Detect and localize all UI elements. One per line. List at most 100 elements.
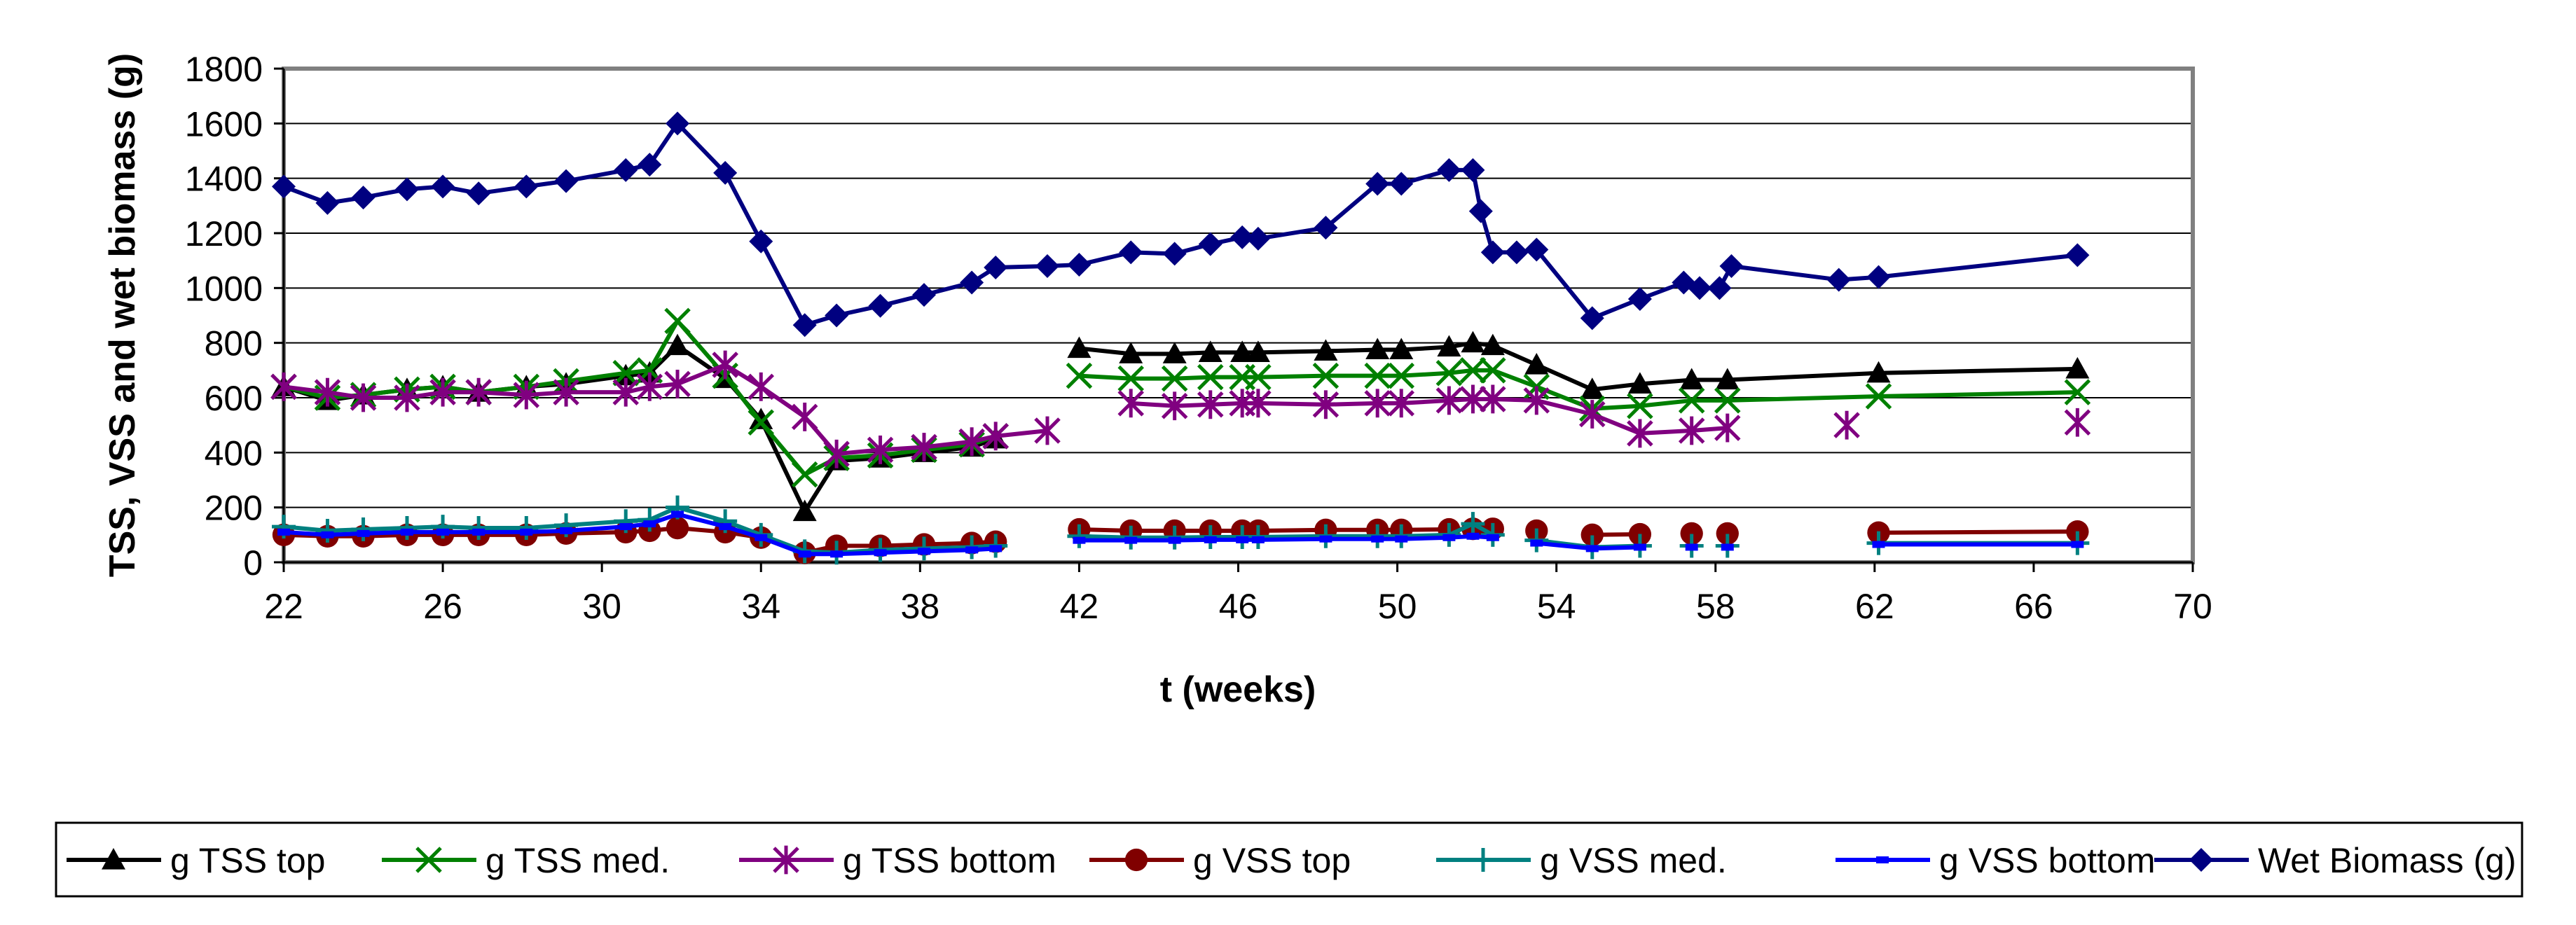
data-point bbox=[1067, 253, 1091, 277]
data-point bbox=[1627, 392, 1653, 419]
data-point bbox=[554, 169, 579, 193]
data-point bbox=[874, 549, 887, 557]
data-point bbox=[315, 518, 340, 543]
data-point bbox=[1459, 384, 1487, 414]
data-point bbox=[553, 377, 579, 407]
data-point bbox=[1245, 363, 1272, 391]
data-point bbox=[1067, 524, 1091, 548]
data-point bbox=[1480, 357, 1506, 384]
data-point bbox=[1388, 389, 1415, 418]
data-point bbox=[1437, 335, 1461, 357]
legend-label: g VSS top bbox=[1193, 841, 1351, 880]
data-point bbox=[1707, 276, 1732, 300]
legend-marker bbox=[1124, 848, 1148, 872]
data-point bbox=[1715, 368, 1740, 390]
legend-label: g TSS top bbox=[170, 841, 325, 880]
legend-label: g TSS bottom bbox=[843, 841, 1056, 880]
data-point bbox=[1435, 359, 1463, 387]
data-point bbox=[1246, 226, 1270, 251]
data-point bbox=[1389, 338, 1414, 360]
data-point bbox=[1524, 237, 1549, 262]
data-point bbox=[1162, 342, 1187, 363]
y-tick-label: 1400 bbox=[185, 160, 263, 199]
data-point bbox=[1633, 543, 1646, 551]
data-point bbox=[1230, 225, 1255, 249]
legend-marker bbox=[415, 847, 442, 873]
legend-item: g VSS top bbox=[1089, 841, 1351, 880]
data-point bbox=[755, 534, 768, 541]
data-point bbox=[1066, 362, 1093, 389]
data-point bbox=[1437, 158, 1461, 182]
y-tick-label: 1000 bbox=[185, 269, 263, 308]
data-point bbox=[394, 516, 419, 541]
data-point bbox=[1314, 339, 1338, 361]
data-point bbox=[1442, 534, 1456, 541]
data-point bbox=[719, 523, 732, 531]
series-g-tss-bottom bbox=[270, 350, 2091, 468]
data-point bbox=[400, 528, 413, 536]
data-point bbox=[1461, 331, 1485, 353]
data-point bbox=[1364, 389, 1391, 418]
data-point bbox=[472, 528, 485, 536]
data-point bbox=[867, 436, 894, 464]
data-point bbox=[982, 422, 1009, 451]
data-point bbox=[1319, 535, 1332, 543]
series-line bbox=[1131, 396, 1728, 436]
data-point bbox=[1365, 172, 1390, 196]
data-point bbox=[1580, 377, 1604, 399]
data-point bbox=[830, 550, 843, 558]
series-line bbox=[1878, 529, 2078, 535]
data-point bbox=[270, 372, 297, 401]
data-point bbox=[1312, 390, 1339, 419]
data-point bbox=[315, 190, 340, 215]
data-point bbox=[798, 550, 811, 558]
data-point bbox=[1627, 419, 1653, 448]
series-group bbox=[270, 111, 2091, 565]
y-tick-label: 1600 bbox=[185, 104, 263, 144]
y-tick-label: 600 bbox=[205, 379, 263, 418]
x-tick-label: 70 bbox=[2173, 587, 2212, 626]
data-point bbox=[1866, 265, 1891, 289]
data-point bbox=[1197, 390, 1224, 419]
data-point bbox=[1119, 240, 1143, 265]
data-point bbox=[825, 303, 849, 328]
data-point bbox=[1585, 545, 1599, 552]
data-point bbox=[748, 372, 775, 401]
data-point bbox=[612, 377, 639, 407]
data-point bbox=[272, 174, 296, 199]
data-point bbox=[1371, 535, 1384, 543]
data-point bbox=[357, 529, 370, 537]
data-point bbox=[1364, 362, 1391, 389]
data-point bbox=[1117, 389, 1144, 418]
data-point bbox=[1246, 340, 1270, 362]
data-point bbox=[1117, 365, 1144, 392]
data-point bbox=[1236, 536, 1249, 543]
data-point bbox=[2064, 379, 2091, 405]
y-tick-label: 0 bbox=[243, 543, 263, 583]
data-point bbox=[467, 516, 491, 541]
x-tick-label: 38 bbox=[901, 587, 940, 626]
data-point bbox=[1826, 267, 1851, 292]
data-point bbox=[1124, 536, 1138, 544]
legend-marker bbox=[102, 848, 125, 870]
data-point bbox=[520, 528, 533, 536]
data-point bbox=[1580, 306, 1604, 331]
data-point bbox=[1204, 536, 1217, 543]
data-point bbox=[1245, 389, 1272, 418]
data-point bbox=[1530, 539, 1543, 547]
legend-item: g TSS bottom bbox=[739, 841, 1056, 880]
data-point bbox=[1524, 353, 1549, 375]
legend-marker bbox=[1876, 856, 1889, 863]
legend-marker bbox=[773, 845, 799, 875]
data-point bbox=[823, 439, 850, 468]
data-point bbox=[1067, 336, 1091, 359]
data-point bbox=[918, 548, 931, 555]
data-point bbox=[792, 313, 817, 338]
data-point bbox=[638, 153, 662, 177]
data-point bbox=[560, 527, 573, 534]
data-point bbox=[1197, 363, 1224, 391]
legend-item: g VSS bottom bbox=[1835, 841, 2156, 880]
data-point bbox=[666, 333, 690, 356]
data-point bbox=[513, 380, 540, 410]
data-point bbox=[394, 383, 420, 412]
